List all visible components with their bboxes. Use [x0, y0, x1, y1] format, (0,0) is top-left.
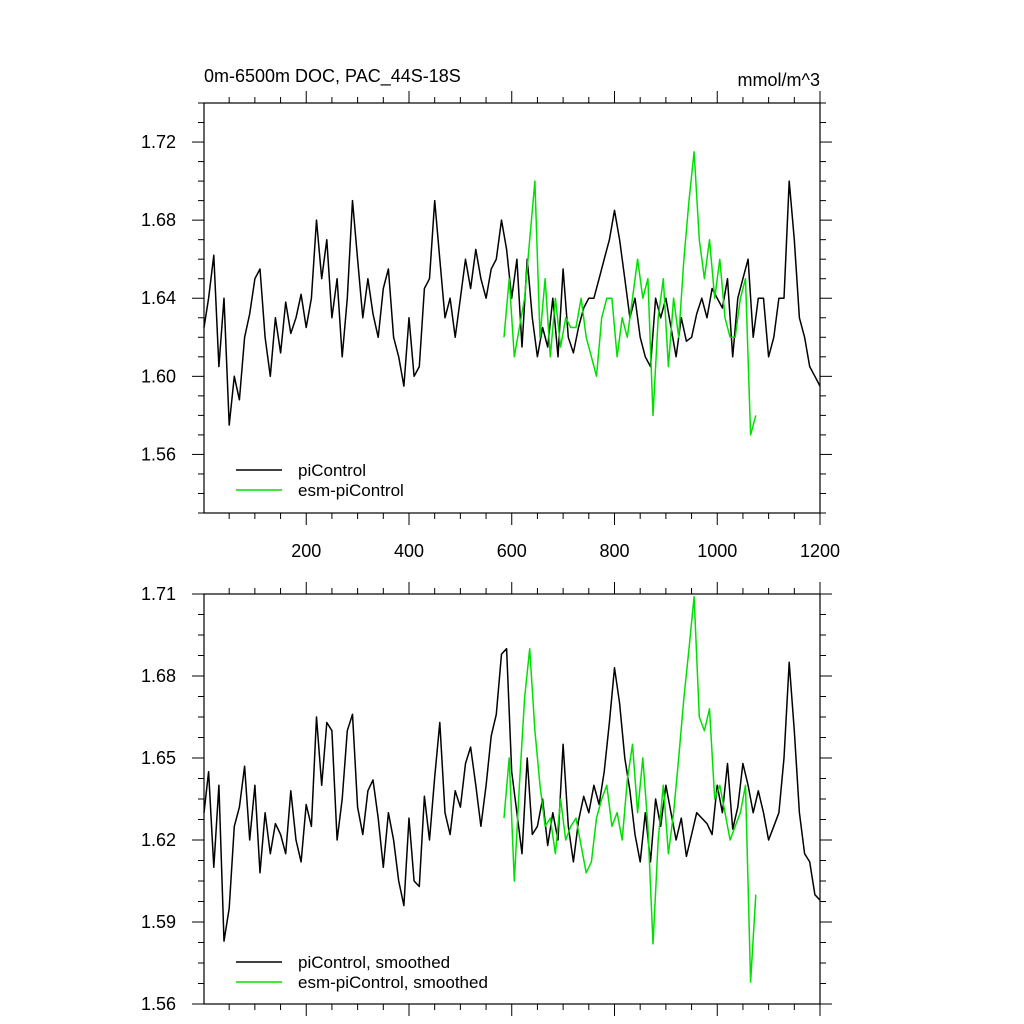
top-y-tick-label: 1.60 — [141, 366, 176, 386]
bottom-y-axis: 1.56 1.59 1.62 1.65 1.68 1.71 — [141, 584, 832, 1014]
series-esm-picontrol — [503, 151, 757, 436]
top-x-axis: 200 400 600 800 1000 1200 — [228, 91, 840, 561]
top-x-tick-label: 200 — [291, 541, 321, 561]
series-picontrol-smoothed — [203, 647, 821, 942]
top-panel-title: 0m-6500m DOC, PAC_44S-18S — [204, 66, 461, 87]
bottom-y-tick-label: 1.59 — [141, 912, 176, 932]
legend-label-esm-picontrol: esm-piControl — [298, 481, 404, 500]
top-legend: piControl esm-piControl — [236, 461, 404, 500]
top-y-tick-label: 1.68 — [141, 210, 176, 230]
top-y-tick-label: 1.56 — [141, 444, 176, 464]
top-y-axis: 1.56 1.60 1.64 1.68 1.72 — [141, 102, 832, 514]
top-y-tick-label: 1.72 — [141, 132, 176, 152]
bottom-y-tick-label: 1.56 — [141, 994, 176, 1014]
bottom-legend: piControl, smoothed esm-piControl, smoot… — [236, 953, 488, 992]
top-x-tick-label: 800 — [599, 541, 629, 561]
legend-label-esm-picontrol-smoothed: esm-piControl, smoothed — [298, 973, 488, 992]
bottom-panel: 1.56 1.59 1.62 1.65 1.68 1.71 piControl, smoo… — [141, 582, 832, 1016]
top-x-tick-label: 1200 — [800, 541, 840, 561]
bottom-y-tick-label: 1.71 — [141, 584, 176, 604]
bottom-y-tick-label: 1.62 — [141, 830, 176, 850]
top-x-tick-label: 400 — [394, 541, 424, 561]
top-x-tick-label: 1000 — [697, 541, 737, 561]
series-picontrol — [203, 180, 821, 426]
legend-label-picontrol-smoothed: piControl, smoothed — [298, 953, 450, 972]
top-panel: 0m-6500m DOC, PAC_44S-18S mmol/m^3 1.561… — [141, 66, 840, 561]
top-y-tick-label: 1.64 — [141, 288, 176, 308]
top-data-lines — [203, 151, 821, 436]
bottom-data-lines — [203, 595, 821, 983]
bottom-x-axis — [228, 582, 821, 1016]
top-x-tick-label: 600 — [497, 541, 527, 561]
bottom-y-tick-label: 1.65 — [141, 748, 176, 768]
legend-label-picontrol: piControl — [298, 461, 366, 480]
bottom-y-tick-label: 1.68 — [141, 666, 176, 686]
series-line — [503, 595, 757, 983]
series-line — [503, 151, 757, 436]
series-esm-picontrol-smoothed — [503, 595, 757, 983]
top-panel-units: mmol/m^3 — [738, 70, 820, 90]
